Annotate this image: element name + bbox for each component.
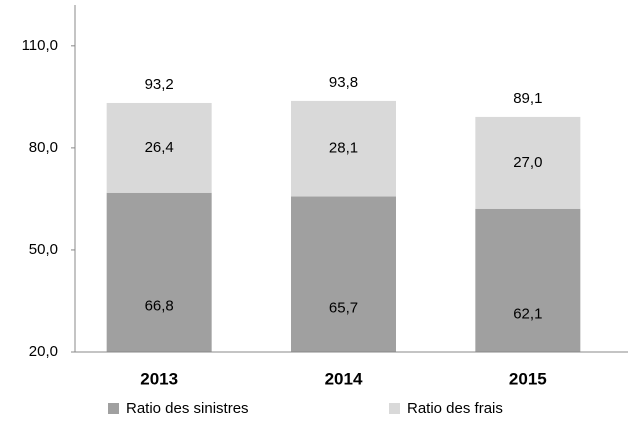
- legend-swatch: [389, 403, 400, 414]
- legend-label: Ratio des sinistres: [126, 400, 249, 417]
- bar-segment: [106, 192, 212, 352]
- data-label: 66,8: [145, 297, 174, 314]
- data-label: 28,1: [329, 140, 358, 157]
- legend-label: Ratio des frais: [407, 400, 503, 417]
- bar-segment: [291, 100, 396, 197]
- y-tick-label: 20,0: [29, 343, 58, 360]
- legend-swatch: [108, 403, 119, 414]
- y-tick-label: 110,0: [22, 37, 58, 54]
- bar-segment: [291, 196, 396, 352]
- bar-segment: [475, 116, 581, 209]
- bar-segment: [106, 102, 212, 193]
- data-label: 62,1: [513, 305, 542, 322]
- y-tick-label: 50,0: [29, 241, 58, 258]
- data-label: 26,4: [145, 139, 174, 156]
- total-label: 93,8: [329, 74, 358, 91]
- y-tick-label: 80,0: [29, 139, 58, 156]
- x-tick-label: 2013: [140, 369, 178, 388]
- total-label: 93,2: [145, 76, 174, 93]
- x-tick-label: 2014: [325, 369, 363, 388]
- data-label: 27,0: [513, 154, 542, 171]
- x-tick-label: 2015: [509, 369, 547, 388]
- bar-segment: [475, 208, 581, 352]
- data-label: 65,7: [329, 299, 358, 316]
- total-label: 89,1: [513, 90, 542, 107]
